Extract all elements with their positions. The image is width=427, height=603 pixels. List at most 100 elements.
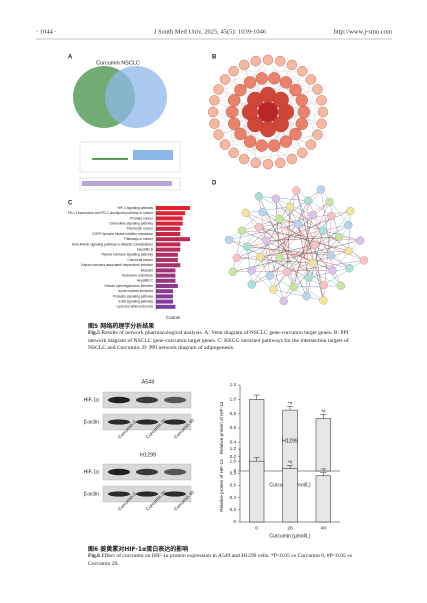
pathway-label: Lipid and atherosclerosis <box>117 305 154 309</box>
pathway-label: Prostate cancer <box>130 216 154 220</box>
network-edge <box>251 255 331 285</box>
network-node <box>271 194 281 203</box>
network-node <box>327 211 336 221</box>
network-edge <box>296 190 315 246</box>
network-edge <box>329 201 340 238</box>
network-edge <box>258 210 351 228</box>
ppi-node <box>297 147 308 159</box>
blot-band <box>164 468 186 476</box>
network-edge <box>320 189 332 256</box>
network-edge <box>251 270 284 302</box>
panel-label: D <box>212 181 217 187</box>
bar <box>156 263 181 268</box>
network-edge <box>260 215 332 258</box>
ppi-node <box>228 117 241 130</box>
network-node <box>256 253 265 262</box>
ppi-node <box>255 72 268 85</box>
ppi-node <box>213 129 224 140</box>
ppi-node <box>297 105 311 119</box>
network-edge <box>247 246 252 285</box>
significance-label: *# <box>288 401 293 406</box>
network-edge <box>273 244 315 290</box>
y-tick-label: 0.6 <box>230 483 237 488</box>
upset-bar <box>92 158 128 160</box>
y-tick-label: 0.4 <box>230 440 237 445</box>
network-node <box>308 259 318 268</box>
pathway-label: Pathways in cancer <box>124 237 153 241</box>
network-edge <box>308 268 350 278</box>
pathway-label: Acute myeloid leukemia <box>118 289 153 293</box>
network-node <box>308 210 318 220</box>
x-tick-label: 40 <box>321 525 327 531</box>
network-edge <box>228 239 309 278</box>
pathway-label: ErbB signaling pathway <box>119 299 154 303</box>
blot-band <box>164 396 186 404</box>
venn-set <box>105 66 167 128</box>
bar <box>315 418 331 472</box>
bar <box>156 294 173 299</box>
network-node <box>346 206 355 216</box>
network-node <box>294 219 303 229</box>
blot-band <box>164 419 186 425</box>
ppi-node <box>305 139 317 150</box>
pathway-label: Measles <box>141 268 154 272</box>
x-tick-label: 0 <box>255 525 258 531</box>
y-axis-title: Relative protein of HIF-1α <box>219 401 224 454</box>
bar <box>156 221 183 226</box>
error-bar <box>320 414 327 419</box>
network-node <box>326 251 336 260</box>
ppi-node <box>213 84 224 95</box>
network-node <box>319 296 328 305</box>
significance-label: *# <box>321 467 326 472</box>
fig5-label: Fig.5 <box>88 330 100 337</box>
bar <box>156 247 181 252</box>
error-bar <box>287 406 293 411</box>
network-node <box>344 246 353 255</box>
network-edge <box>320 189 349 226</box>
network-node <box>359 256 369 265</box>
network-edge <box>314 244 324 301</box>
fig5-caption-en-block: Fig.5 Results of network pharmacological… <box>88 330 368 352</box>
blot-band <box>108 491 130 497</box>
network-edge <box>348 210 351 251</box>
network-node <box>254 223 264 232</box>
y-tick-label: 0.2 <box>230 507 237 512</box>
upset-frame <box>79 177 181 191</box>
network-edge <box>258 196 309 201</box>
blot-band <box>108 468 130 476</box>
network-edge <box>251 237 340 271</box>
network-node <box>318 226 328 235</box>
ppi-node <box>262 159 274 170</box>
ppi-node <box>289 83 302 97</box>
network-node <box>224 235 233 245</box>
bar <box>156 289 173 294</box>
network-node <box>325 197 334 207</box>
page-number: · 1044 · <box>36 28 57 35</box>
blot-band <box>108 396 130 404</box>
ppi-edge <box>310 89 318 145</box>
fig6-caption-en: Effect of curcumin on HIF-1α protein exp… <box>88 553 353 567</box>
ppi-edge <box>291 123 322 160</box>
pathway-label: Endocrine resistance <box>122 273 153 277</box>
network-node <box>237 226 247 235</box>
ppi-edge <box>285 100 302 142</box>
pathway-label: Colorectal cancer <box>127 258 154 262</box>
ppi-network <box>207 54 329 170</box>
ppi-edge <box>214 123 269 165</box>
blot-band <box>136 468 158 476</box>
network-edge <box>296 190 324 301</box>
network-edge <box>251 189 322 285</box>
network-edge <box>287 206 291 273</box>
network-node <box>344 220 353 230</box>
network-node <box>292 186 301 195</box>
network-edge <box>266 240 284 302</box>
bar <box>156 206 190 210</box>
pathway-label: Kaposi sarcoma-associated herpesvirus in… <box>81 263 153 267</box>
ppi-node <box>243 76 257 89</box>
y-tick-label: 0.8 <box>230 411 237 416</box>
ppi-edge <box>214 61 256 101</box>
network-edge <box>245 212 364 261</box>
ppi-node <box>295 94 308 107</box>
